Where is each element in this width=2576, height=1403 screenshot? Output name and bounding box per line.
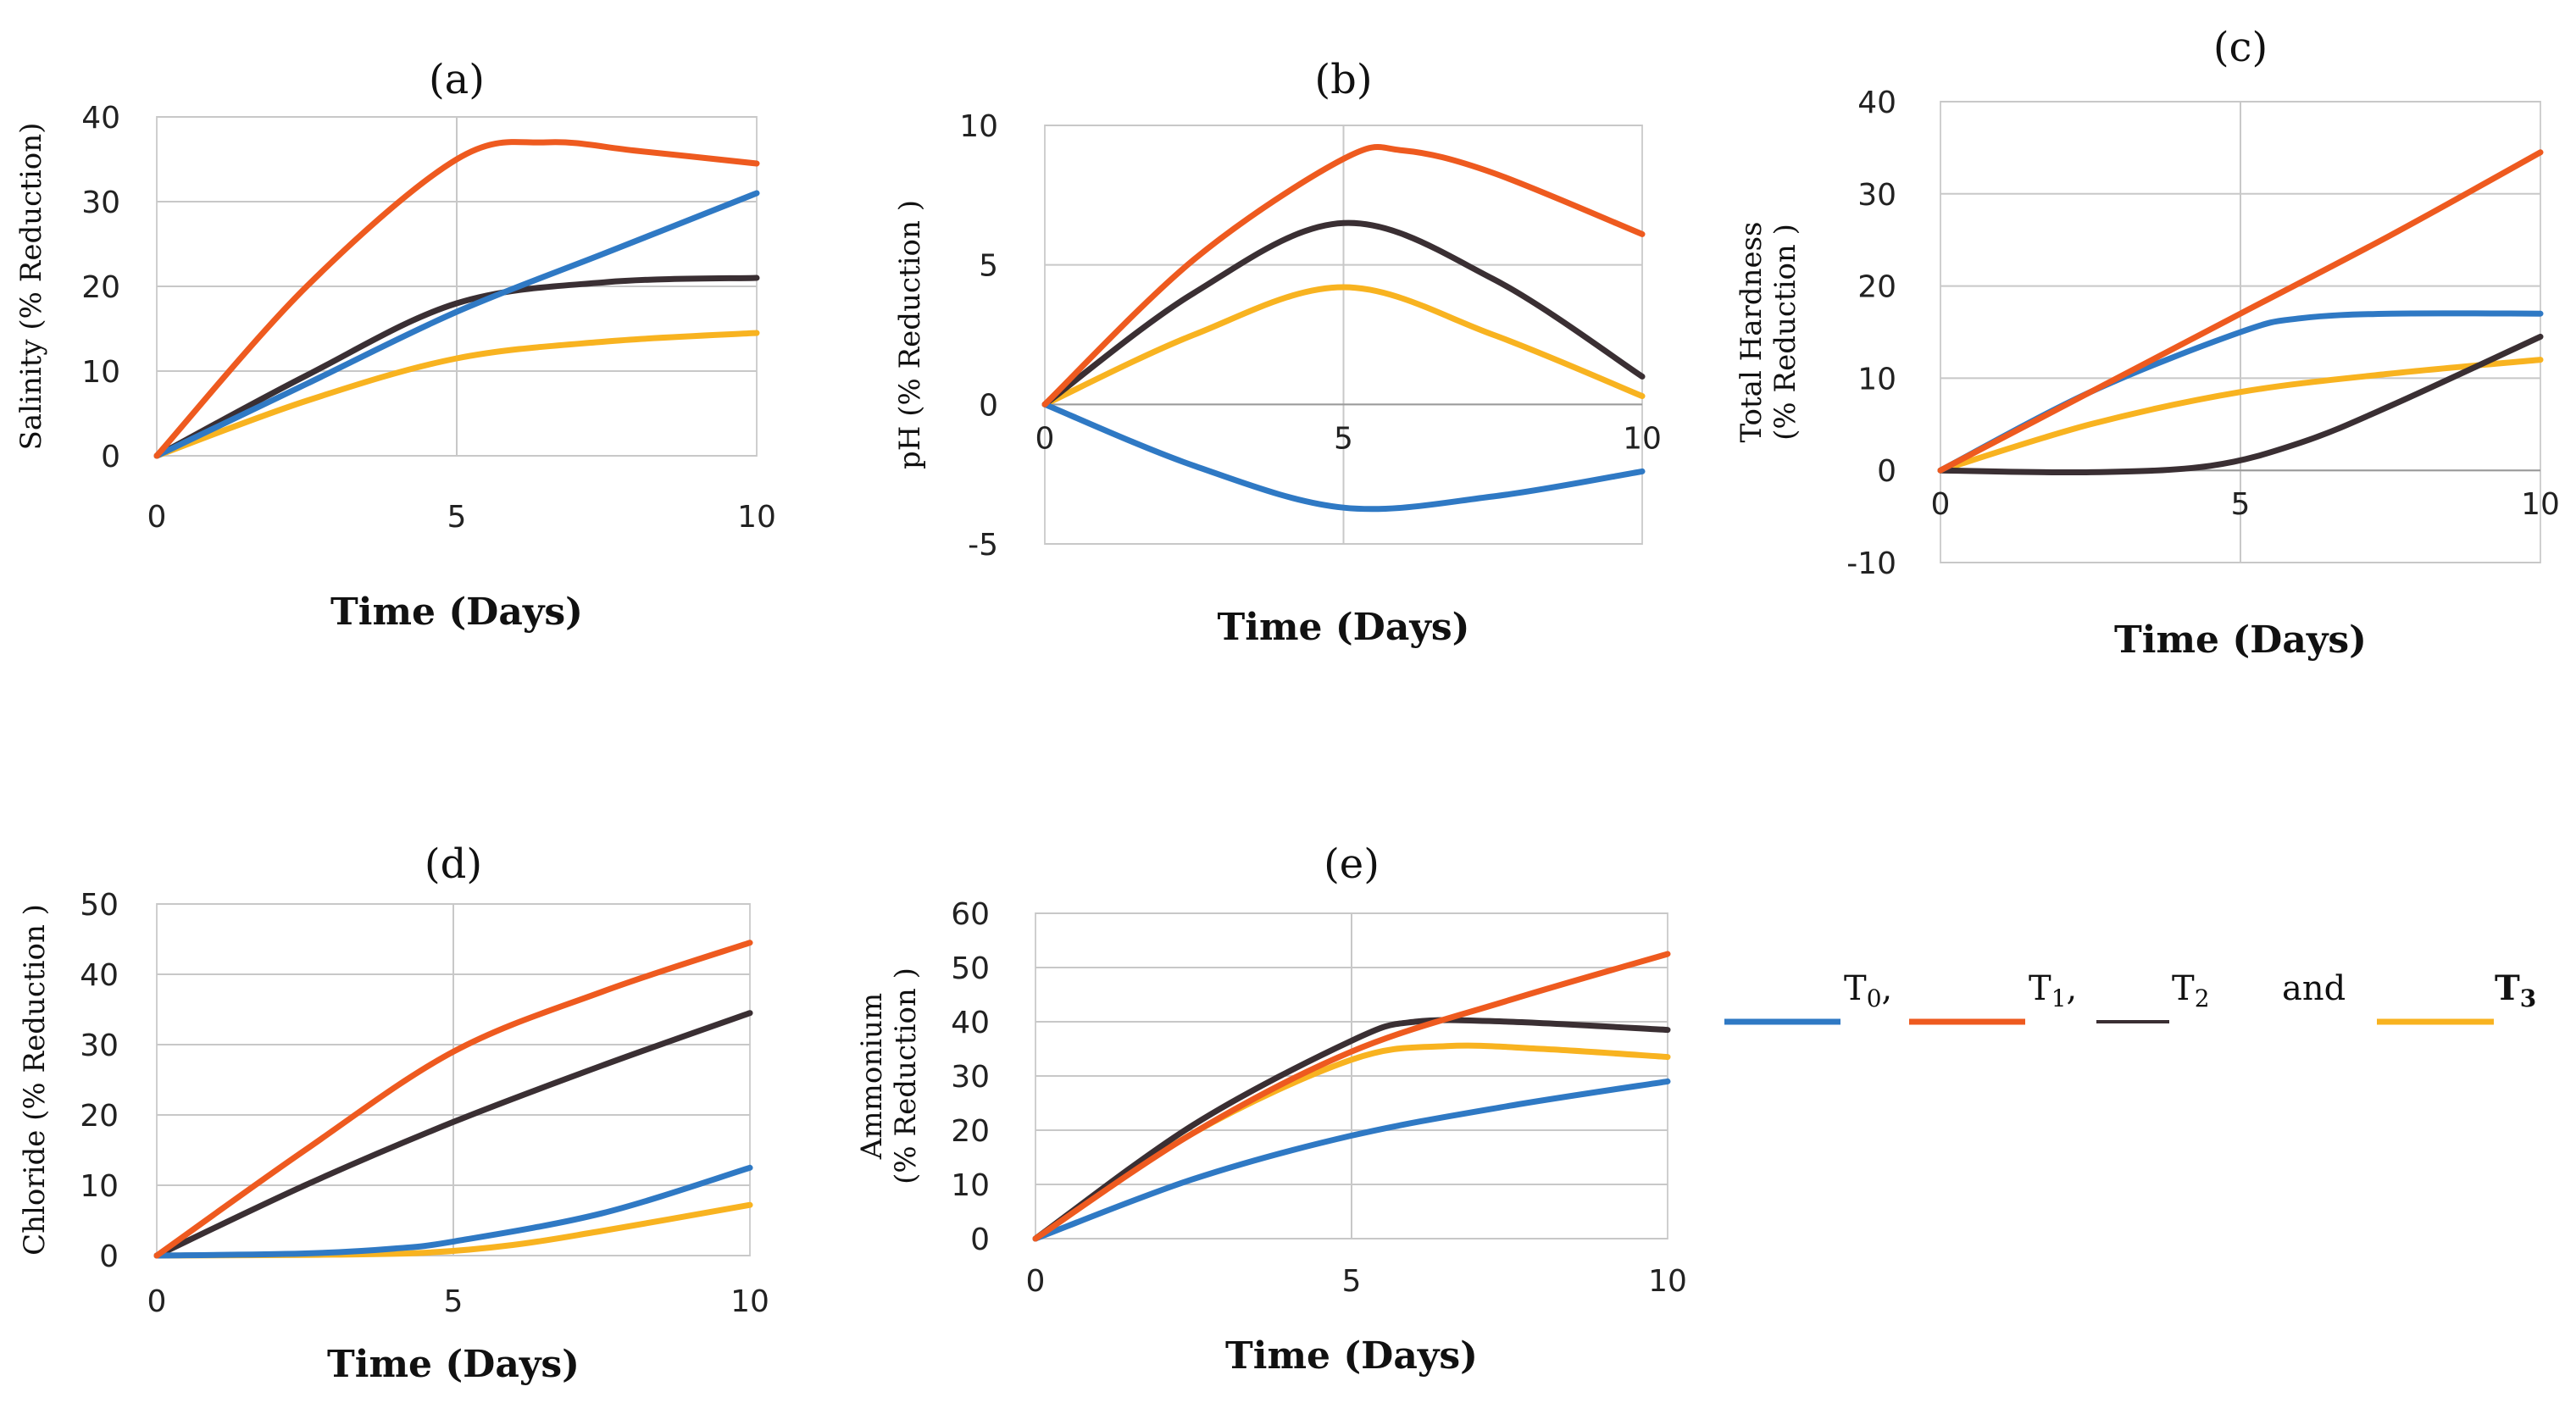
x-tick-label: 5 bbox=[1342, 1264, 1362, 1299]
legend-label-T0: T0, bbox=[1844, 969, 1892, 1012]
y-tick-label: 20 bbox=[80, 1099, 119, 1134]
x-tick-label: 5 bbox=[2231, 487, 2251, 522]
chart-title: (b) bbox=[1314, 56, 1372, 103]
x-tick-label: 5 bbox=[447, 500, 467, 535]
series-line-T2 bbox=[1937, 333, 2544, 476]
series-line-T2 bbox=[153, 274, 760, 459]
x-tick-label: 5 bbox=[444, 1284, 464, 1319]
y-axis-label: Total Hardness bbox=[1735, 222, 1768, 443]
x-tick-label: 5 bbox=[1334, 421, 1353, 456]
y-tick-label: 10 bbox=[81, 355, 120, 390]
y-tick-label: 10 bbox=[80, 1169, 119, 1204]
series-line-T0 bbox=[1032, 1078, 1671, 1242]
legend-label-T1: T1, bbox=[2029, 969, 2077, 1012]
legend-connector: and bbox=[2282, 969, 2346, 1008]
x-tick-label: 0 bbox=[147, 1284, 167, 1319]
x-tick-label: 10 bbox=[730, 1284, 769, 1319]
chart-title: (e) bbox=[1324, 840, 1380, 888]
y-axis-label: pH (% Reduction ) bbox=[893, 200, 927, 469]
y-axis-label: Chloride (% Reduction ) bbox=[18, 904, 52, 1256]
y-tick-label: 60 bbox=[951, 897, 990, 932]
series-line-T2 bbox=[1041, 219, 1646, 408]
chart-panel-d: 0 10 20 30 40 50 0 5 10 (d) Time (Days) Chloride (%… bbox=[18, 840, 769, 1386]
x-tick-label: 10 bbox=[1623, 421, 1662, 456]
y-tick-label: 0 bbox=[101, 440, 120, 474]
y-tick-label: 20 bbox=[951, 1114, 990, 1149]
y-axis-label: Salinity (% Reduction) bbox=[14, 123, 48, 451]
chart-panel-e: 0 10 20 30 40 50 60 0 5 10 (e) Time (Days) Ammonium(… bbox=[855, 840, 1687, 1378]
x-axis-label: Time (Days) bbox=[327, 1343, 580, 1386]
chart-title: (c) bbox=[2213, 24, 2268, 71]
x-axis-label: Time (Days) bbox=[330, 591, 583, 634]
series-line-T1 bbox=[153, 139, 760, 459]
y-tick-label: 5 bbox=[979, 249, 998, 284]
chart-panel-a: 0 10 20 30 40 0 5 10 (a) Time (Days) Salinity (% R… bbox=[14, 56, 776, 634]
series-line-T0 bbox=[153, 1164, 753, 1259]
y-tick-label: 40 bbox=[1857, 86, 1896, 120]
series-line-T1 bbox=[153, 940, 753, 1259]
series-line-T2 bbox=[153, 1010, 753, 1259]
y-axis-label: (% Reduction ) bbox=[1768, 224, 1802, 441]
x-tick-label: 10 bbox=[1648, 1264, 1687, 1299]
series-line-T0 bbox=[153, 190, 760, 459]
y-tick-label: 10 bbox=[951, 1168, 990, 1203]
x-axis-label: Time (Days) bbox=[1225, 1334, 1478, 1378]
y-tick-label: 50 bbox=[951, 951, 990, 986]
y-tick-label: -10 bbox=[1846, 546, 1896, 581]
x-tick-label: 0 bbox=[147, 500, 167, 535]
series-line-T2 bbox=[1032, 1017, 1671, 1242]
x-axis-label: Time (Days) bbox=[2114, 618, 2367, 662]
x-tick-label: 10 bbox=[737, 500, 776, 535]
y-tick-label: 30 bbox=[1857, 178, 1896, 213]
y-tick-label: 0 bbox=[99, 1239, 119, 1274]
y-axis-label: Ammonium bbox=[855, 993, 889, 1160]
y-tick-label: 40 bbox=[80, 958, 119, 993]
legend-label-T2: T2 bbox=[2172, 969, 2210, 1012]
series-line-T3 bbox=[153, 330, 760, 459]
y-tick-label: 0 bbox=[970, 1223, 990, 1257]
series-line-T3 bbox=[1041, 284, 1646, 408]
y-tick-label: 50 bbox=[80, 888, 119, 923]
y-tick-label: 10 bbox=[959, 109, 998, 144]
legend: T0, T1, T2 T3 and bbox=[1724, 968, 2536, 1025]
chart-panel-b: -5 0 5 10 0 5 10 (b) Time (Days) pH (% Reduction … bbox=[893, 56, 1662, 649]
y-tick-label: 40 bbox=[81, 101, 120, 136]
y-tick-label: 0 bbox=[979, 388, 998, 423]
chart-panel-c: -10 0 10 20 30 40 0 5 10 (c) Time (Days) Total Hard… bbox=[1735, 24, 2560, 662]
series-line-T0 bbox=[1041, 401, 1646, 513]
chart-panels: 0 10 20 30 40 0 5 10 (a) Time (Days) Salinity (% R… bbox=[14, 24, 2560, 1386]
x-tick-label: 10 bbox=[2521, 487, 2560, 522]
y-tick-label: 30 bbox=[951, 1060, 990, 1095]
legend-label-T3: T3 bbox=[2495, 968, 2536, 1012]
y-tick-label: 0 bbox=[1877, 454, 1896, 489]
y-tick-label: 20 bbox=[1857, 270, 1896, 305]
chart-title: (a) bbox=[429, 56, 485, 103]
y-axis-label: (% Reduction ) bbox=[889, 968, 923, 1184]
x-tick-label: 0 bbox=[1026, 1264, 1046, 1299]
series-line-T3 bbox=[1937, 357, 2544, 474]
y-tick-label: 20 bbox=[81, 270, 120, 305]
x-axis-label: Time (Days) bbox=[1218, 606, 1470, 649]
y-tick-label: 10 bbox=[1857, 362, 1896, 396]
x-tick-label: 0 bbox=[1035, 421, 1055, 456]
series-line-T1 bbox=[1032, 951, 1671, 1242]
series-line-T1 bbox=[1937, 149, 2544, 474]
series-line-T1 bbox=[1041, 144, 1646, 408]
y-tick-label: 30 bbox=[80, 1029, 119, 1063]
x-tick-label: 0 bbox=[1931, 487, 1951, 522]
y-tick-label: 40 bbox=[951, 1006, 990, 1040]
chart-title: (d) bbox=[425, 840, 482, 888]
y-tick-label: 30 bbox=[81, 186, 120, 220]
y-tick-label: -5 bbox=[968, 528, 998, 563]
